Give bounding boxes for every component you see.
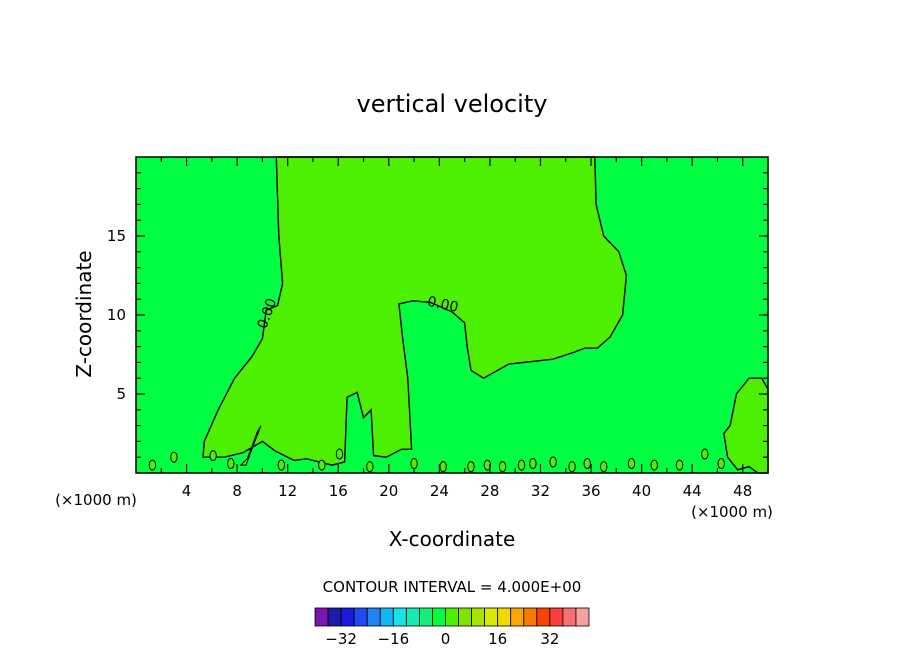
colorbar-tick-label: 0 bbox=[441, 630, 451, 648]
contour-spot bbox=[410, 458, 418, 470]
colorbar-tick-label: −32 bbox=[325, 630, 357, 648]
contour-spot bbox=[209, 450, 217, 462]
colorbar-swatch bbox=[405, 607, 420, 627]
contour-spot bbox=[170, 451, 178, 463]
colorbar-swatch bbox=[510, 607, 525, 627]
contour-spot bbox=[227, 458, 235, 470]
contour-spot bbox=[498, 461, 507, 473]
x-tick-label: 28 bbox=[480, 482, 499, 500]
colorbar-swatch bbox=[392, 607, 407, 627]
colorbar-swatch bbox=[484, 607, 499, 627]
positive-region-main bbox=[202, 156, 628, 466]
contour-spot bbox=[439, 461, 447, 473]
strong-positive-cell bbox=[239, 425, 262, 466]
contour-spot bbox=[717, 458, 725, 470]
contour-spot bbox=[467, 461, 475, 473]
colorbar-tick-label: 16 bbox=[488, 630, 507, 648]
colorbar: −32 −16 0 16 32 bbox=[314, 607, 590, 648]
colorbar-swatch bbox=[366, 607, 381, 627]
contour-spot bbox=[529, 458, 537, 470]
x-tick-label: 4 bbox=[182, 482, 192, 500]
x-tick-label: 40 bbox=[632, 482, 651, 500]
colorbar-swatch bbox=[353, 607, 368, 627]
y-tick-label: 5 bbox=[116, 385, 126, 403]
colorbar-swatch bbox=[340, 607, 355, 627]
x-tick-label: 16 bbox=[329, 482, 348, 500]
colorbar-swatch bbox=[418, 607, 433, 627]
contour-spot bbox=[599, 461, 608, 473]
x-tick-label: 12 bbox=[278, 482, 297, 500]
contour-spot bbox=[318, 459, 326, 471]
x-unit-right: (×1000 m) bbox=[691, 503, 773, 521]
contour-spot bbox=[517, 459, 526, 471]
colorbar-tick-label: −16 bbox=[377, 630, 409, 648]
x-tick-label: 36 bbox=[581, 482, 600, 500]
x-tick-label: 24 bbox=[430, 482, 449, 500]
colorbar-swatch bbox=[562, 607, 577, 627]
y-tick-label: 15 bbox=[107, 227, 126, 245]
colorbar-swatch bbox=[523, 607, 538, 627]
colorbar-swatch bbox=[327, 607, 342, 627]
colorbar-swatch bbox=[536, 607, 551, 627]
chart-title: vertical velocity bbox=[357, 90, 548, 118]
colorbar-swatch bbox=[445, 607, 459, 627]
y-tick-label: 10 bbox=[107, 306, 126, 324]
colorbar-swatch bbox=[471, 607, 486, 627]
colorbar-swatch bbox=[575, 607, 590, 627]
x-unit-left: (×1000 m) bbox=[55, 491, 137, 509]
contour-spot bbox=[627, 458, 636, 470]
contour-interval-label: CONTOUR INTERVAL = 4.000E+00 bbox=[323, 578, 582, 596]
contour-spot bbox=[549, 456, 557, 468]
contour-spot bbox=[701, 448, 709, 460]
positive-region-right bbox=[723, 377, 769, 474]
contour-spot bbox=[148, 459, 157, 471]
x-tick-label: 32 bbox=[531, 482, 550, 500]
contour-spot bbox=[335, 448, 344, 460]
colorbar-swatch bbox=[379, 607, 394, 627]
colorbar-tick-label: 32 bbox=[540, 630, 559, 648]
contour-spot bbox=[277, 459, 286, 471]
contour-spot bbox=[675, 459, 684, 471]
colorbar-swatch bbox=[314, 607, 329, 627]
contour-spot bbox=[650, 459, 658, 471]
colorbar-swatch bbox=[458, 607, 472, 627]
contour-spot bbox=[568, 461, 576, 473]
colorbar-swatch bbox=[549, 607, 564, 627]
x-tick-label: 44 bbox=[683, 482, 702, 500]
x-tick-label: 20 bbox=[379, 482, 398, 500]
y-axis-label: Z-coordinate bbox=[72, 250, 96, 377]
contour-label: 0.00 bbox=[426, 294, 460, 316]
x-axis-label: X-coordinate bbox=[389, 527, 516, 551]
colorbar-swatch bbox=[432, 607, 446, 627]
x-tick-label: 48 bbox=[733, 482, 752, 500]
contour-spot bbox=[483, 459, 492, 471]
contour-spot bbox=[366, 461, 374, 473]
x-tick-label: 8 bbox=[232, 482, 242, 500]
colorbar-swatch bbox=[497, 607, 512, 627]
contour-spot bbox=[583, 458, 591, 470]
